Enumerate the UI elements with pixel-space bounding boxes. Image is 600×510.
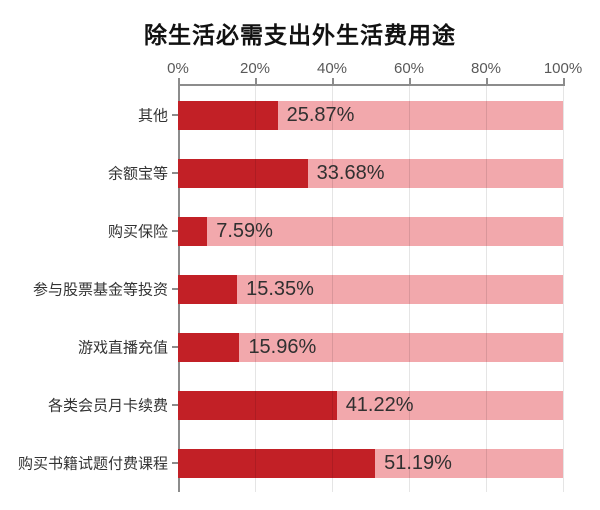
x-axis-tick-label: 60% [393, 60, 425, 77]
value-label: 15.96% [248, 335, 317, 358]
chart-title: 除生活必需支出外生活费用途 [144, 22, 456, 48]
x-axis-tick-label: 80% [470, 60, 502, 77]
bar-fill [178, 448, 376, 478]
value-label: 25.87% [286, 103, 355, 126]
x-axis-tick-label: 20% [239, 60, 271, 77]
bar-fill [178, 216, 208, 246]
x-axis-line [178, 84, 565, 86]
value-label: 7.59% [216, 219, 273, 242]
gridline [486, 86, 487, 492]
category-tick [172, 230, 178, 232]
bar-fill [178, 158, 308, 188]
bar-track [178, 332, 563, 362]
value-label: 15.35% [246, 277, 314, 300]
category-label: 参与股票基金等投资 [32, 281, 168, 299]
value-label: 51.19% [384, 451, 452, 474]
x-axis-tick-label: 40% [316, 60, 348, 77]
bar-track [178, 274, 563, 304]
category-tick [172, 288, 178, 290]
x-axis-tick [332, 78, 334, 84]
x-axis-tick [486, 78, 488, 84]
category-tick [172, 346, 178, 348]
bar-fill [178, 100, 278, 130]
value-label: 41.22% [345, 393, 414, 416]
category-label: 购买书籍试题付费课程 [17, 455, 168, 473]
bar-fill [178, 332, 240, 362]
x-axis-tick-label: 100% [543, 60, 583, 77]
bar-track [178, 216, 563, 246]
x-axis-tick [409, 78, 411, 84]
category-tick [172, 114, 178, 116]
category-label: 余额宝等 [107, 165, 168, 183]
category-label: 其他 [137, 107, 168, 125]
x-axis-tick [563, 78, 565, 84]
x-axis-tick [255, 78, 257, 84]
category-label: 各类会员月卡续费 [47, 397, 168, 415]
gridline [332, 86, 333, 492]
value-label: 33.68% [316, 161, 385, 184]
gridline [409, 86, 410, 492]
category-label: 购买保险 [107, 223, 168, 241]
gridline [255, 86, 256, 492]
category-tick [172, 172, 178, 174]
x-axis-tick-label: 0% [167, 60, 189, 77]
category-tick [172, 404, 178, 406]
bar-fill [178, 274, 238, 304]
gridline [563, 86, 564, 492]
category-label: 游戏直播充值 [77, 339, 168, 357]
x-axis-tick [178, 78, 180, 84]
bar-fill [178, 390, 337, 420]
category-tick [172, 462, 178, 464]
